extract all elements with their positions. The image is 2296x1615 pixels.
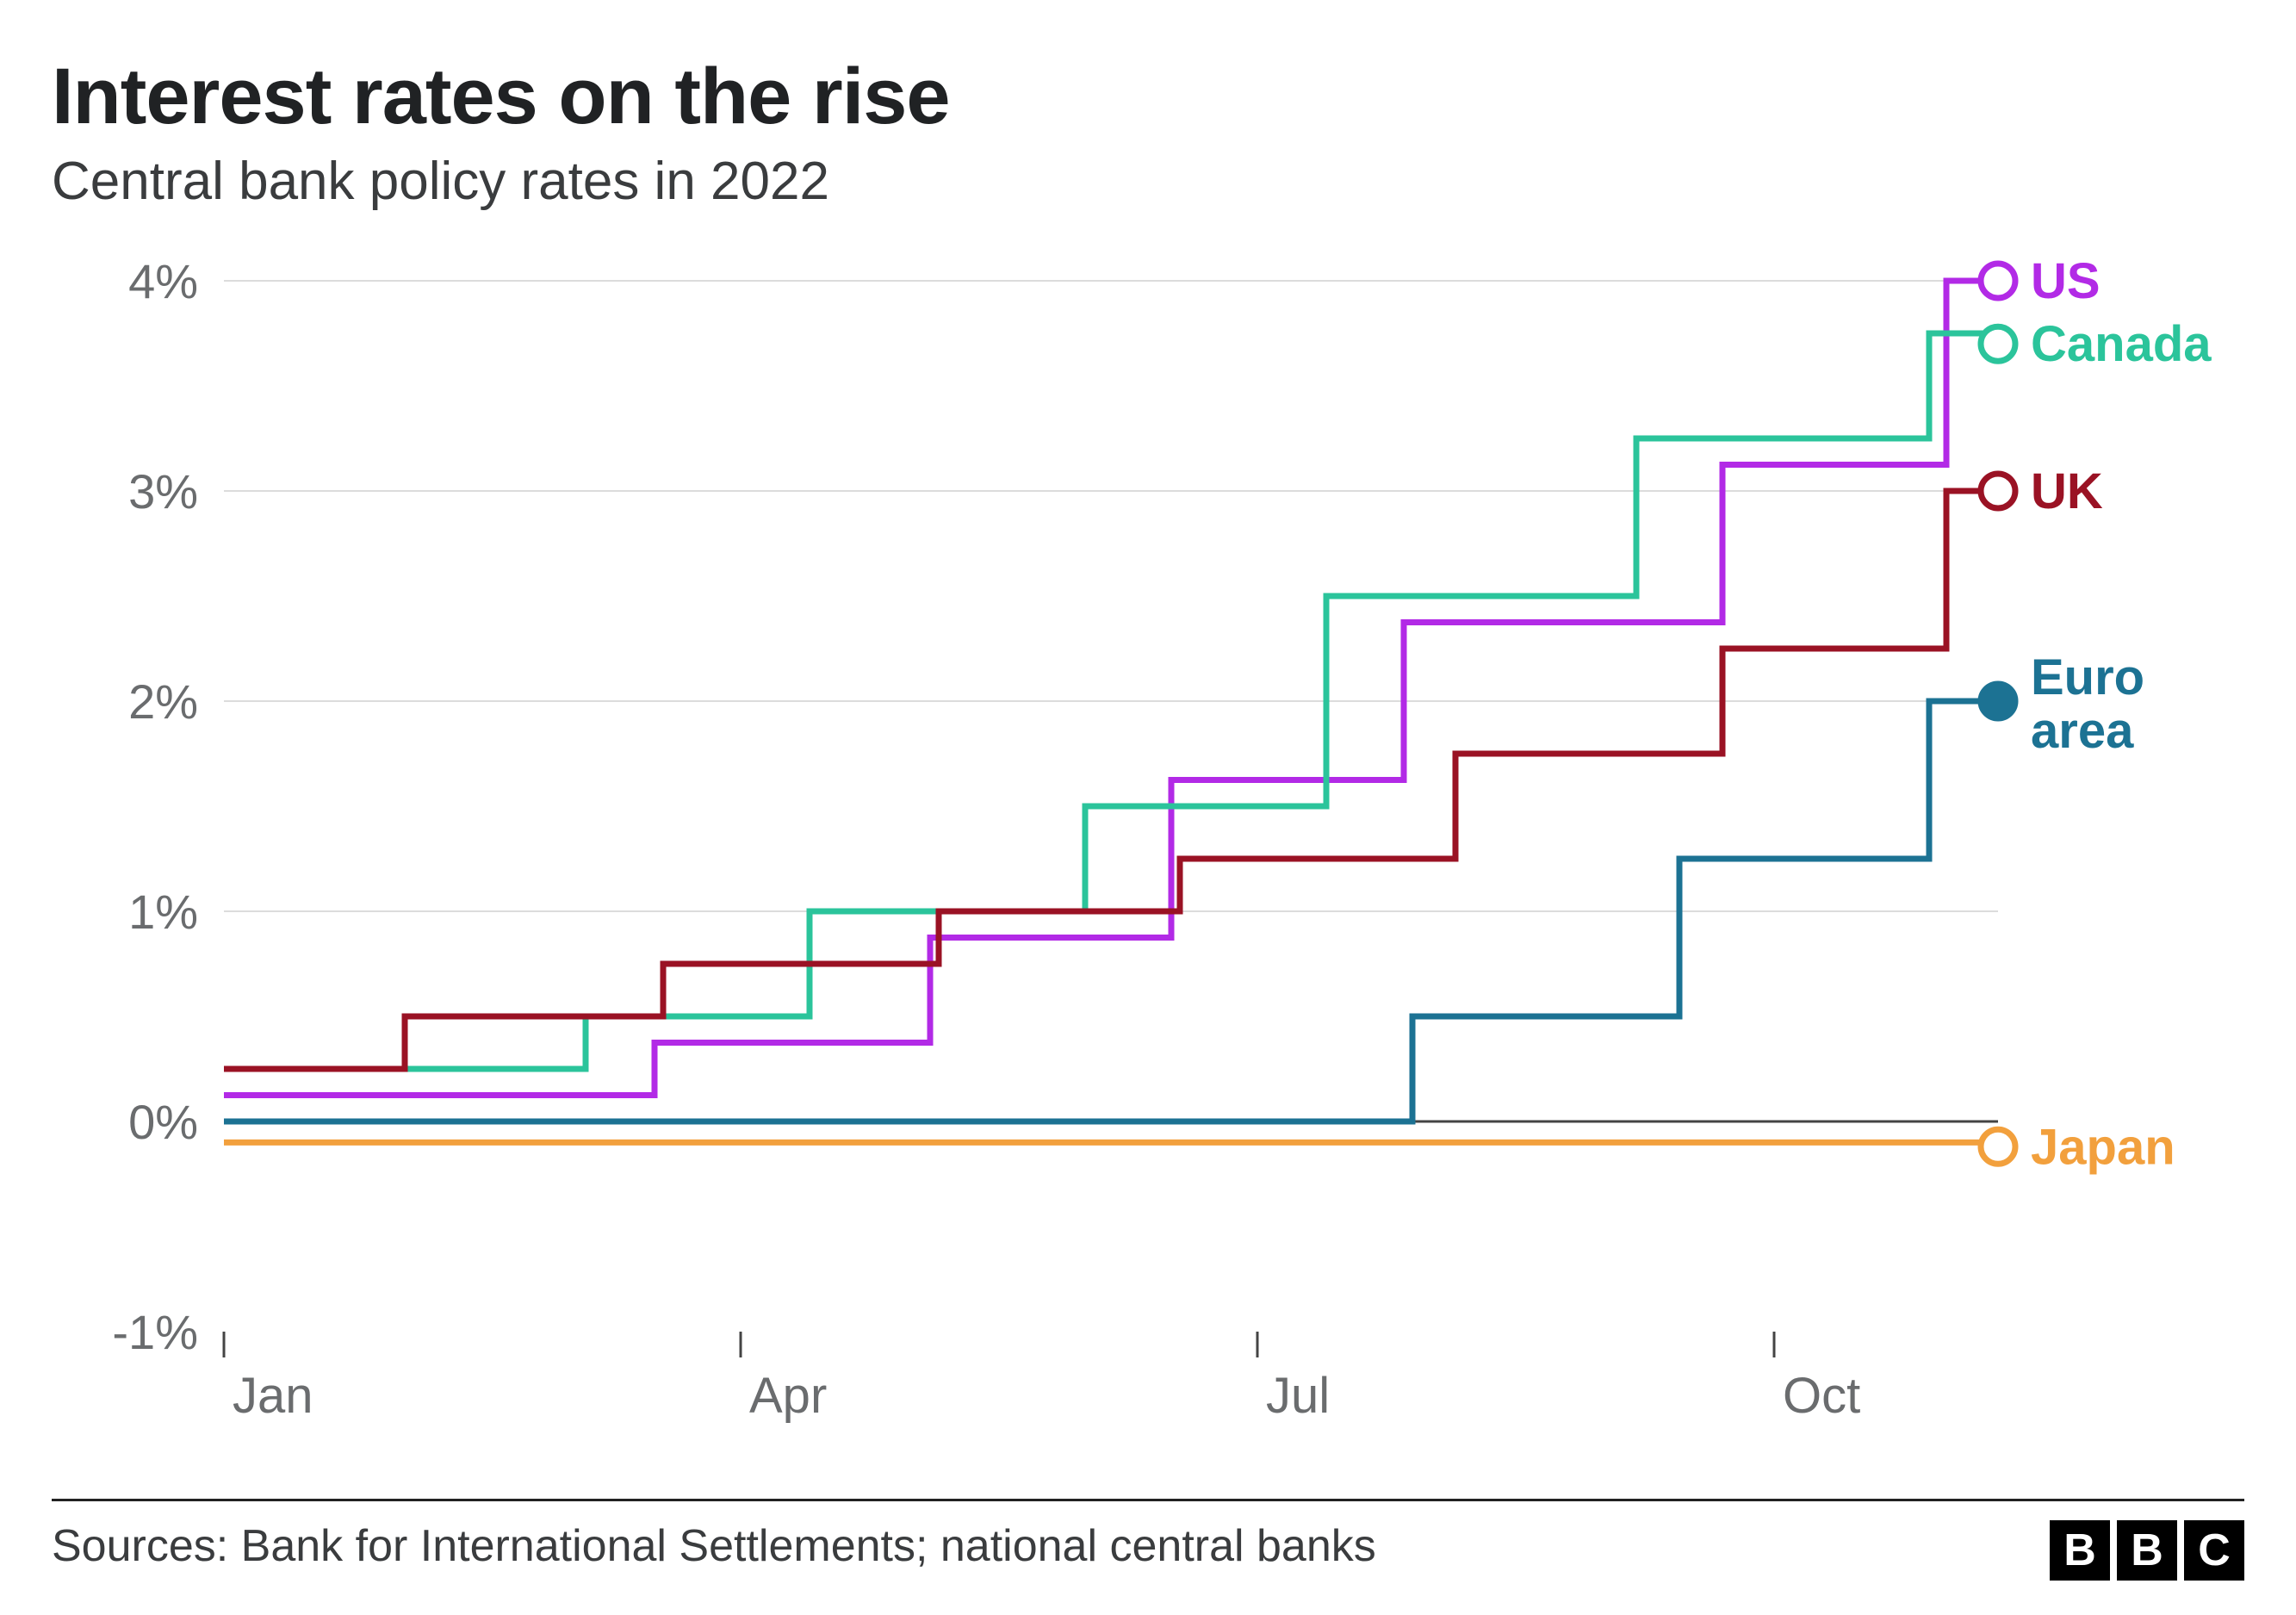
series-label-uk: UK bbox=[2031, 463, 2103, 519]
y-tick-label: 3% bbox=[128, 464, 198, 519]
series-label-canada: Canada bbox=[2031, 316, 2212, 372]
chart-subtitle: Central bank policy rates in 2022 bbox=[52, 151, 2244, 212]
y-tick-label: 4% bbox=[128, 255, 198, 308]
sources-text: Sources: Bank for International Settleme… bbox=[52, 1520, 1376, 1572]
series-line-us bbox=[224, 281, 1998, 1096]
series-line-uk bbox=[224, 491, 1998, 1069]
chart-svg: -1% 0% 1% 2% 3% 4% Jan Apr Jul Oct US Canada UK Euroa… bbox=[52, 255, 2239, 1444]
y-tick-label: 2% bbox=[128, 674, 198, 729]
chart-title: Interest rates on the rise bbox=[52, 52, 2244, 142]
series-marker-uk bbox=[1981, 474, 2015, 508]
x-tick-label: Oct bbox=[1783, 1368, 1860, 1424]
series-marker-canada bbox=[1981, 326, 2015, 361]
series-label-us: US bbox=[2031, 255, 2101, 309]
series-marker-euro-area bbox=[1981, 684, 2015, 718]
x-tick-label: Jul bbox=[1266, 1368, 1330, 1424]
y-tick-label: 1% bbox=[128, 885, 198, 939]
bbc-logo: BBC bbox=[2050, 1520, 2244, 1581]
y-tick-label: -1% bbox=[112, 1305, 198, 1359]
footer: Sources: Bank for International Settleme… bbox=[52, 1499, 2244, 1581]
x-tick-label: Apr bbox=[749, 1368, 827, 1424]
series-label-japan: Japan bbox=[2031, 1119, 2175, 1175]
bbc-logo-block: B bbox=[2117, 1520, 2177, 1581]
y-tick-label: 0% bbox=[128, 1095, 198, 1149]
series-marker-japan bbox=[1981, 1129, 2015, 1164]
series-label-euro-area: Euroarea bbox=[2031, 649, 2144, 759]
chart-area: -1% 0% 1% 2% 3% 4% Jan Apr Jul Oct US Canada UK Euroa… bbox=[52, 255, 2239, 1444]
bbc-logo-block: C bbox=[2184, 1520, 2244, 1581]
bbc-logo-block: B bbox=[2050, 1520, 2110, 1581]
series-marker-us bbox=[1981, 264, 2015, 298]
x-tick-label: Jan bbox=[233, 1368, 313, 1424]
